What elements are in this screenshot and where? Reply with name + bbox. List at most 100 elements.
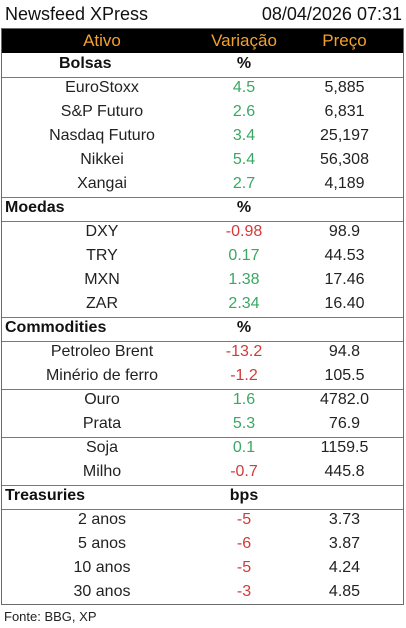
- table-row: TRY 0.17 44.53: [2, 245, 403, 269]
- asset-change: 2.6: [232, 103, 256, 120]
- table-row: Prata 5.3 76.9: [2, 413, 403, 437]
- table-row: Petroleo Brent -13.2 94.8: [2, 341, 403, 365]
- asset-price: 6,831: [324, 103, 365, 120]
- table-row: S&P Futuro 2.6 6,831: [2, 101, 403, 125]
- asset-price: 44.53: [324, 247, 365, 264]
- asset-change: -0.7: [230, 463, 258, 480]
- column-header-ativo: Ativo: [83, 31, 121, 50]
- asset-name: Milho: [82, 463, 122, 480]
- asset-change: 5.4: [232, 151, 256, 168]
- asset-name: 2 anos: [77, 511, 127, 528]
- asset-price: 4782.0: [320, 391, 369, 408]
- asset-change: -5: [236, 511, 252, 528]
- asset-name: 30 anos: [73, 583, 131, 600]
- section-label: Bolsas: [59, 55, 112, 72]
- asset-name: MXN: [84, 271, 120, 288]
- asset-change: -3: [236, 583, 252, 600]
- divider: [2, 509, 403, 510]
- asset-name: 5 anos: [77, 535, 127, 552]
- asset-price: 4,189: [324, 175, 365, 192]
- divider: [2, 485, 403, 486]
- section-unit: %: [236, 55, 252, 72]
- asset-price: 94.8: [328, 343, 361, 360]
- asset-change: 1.6: [232, 391, 256, 408]
- asset-change: -0.98: [225, 223, 263, 240]
- divider: [2, 197, 403, 198]
- source-footnote: Fonte: BBG, XP: [4, 609, 97, 624]
- title-bar: Newsfeed XPress 08/04/2026 07:31: [0, 0, 406, 28]
- asset-change: -5: [236, 559, 252, 576]
- page-title: Newsfeed XPress: [5, 4, 149, 24]
- asset-name: TRY: [86, 247, 118, 264]
- asset-price: 3.73: [328, 511, 361, 528]
- asset-price: 4.24: [328, 559, 361, 576]
- asset-change: 4.5: [232, 79, 256, 96]
- table-row: EuroStoxx 4.5 5,885: [2, 77, 403, 101]
- asset-name: Nasdaq Futuro: [49, 127, 155, 144]
- asset-change: 5.3: [232, 415, 256, 432]
- timestamp: 08/04/2026 07:31: [261, 4, 402, 24]
- section-unit: bps: [229, 487, 259, 504]
- table-row: Xangai 2.7 4,189: [2, 173, 403, 197]
- asset-price: 445.8: [324, 463, 365, 480]
- asset-name: Prata: [82, 415, 122, 432]
- asset-price: 1159.5: [320, 439, 369, 456]
- table-row: ZAR 2.34 16.40: [2, 293, 403, 317]
- column-header-preco: Preço: [322, 31, 367, 50]
- asset-name: Xangai: [77, 175, 127, 192]
- table-row: Nikkei 5.4 56,308: [2, 149, 403, 173]
- table-row: 30 anos -3 4.85: [2, 581, 403, 605]
- divider: [2, 437, 403, 438]
- asset-name: Soja: [85, 439, 119, 456]
- market-table: Ativo Variação Preço Bolsas % EuroStoxx …: [1, 28, 404, 605]
- asset-price: 16.40: [324, 295, 365, 312]
- table-row: 10 anos -5 4.24: [2, 557, 403, 581]
- section-unit: %: [236, 199, 252, 216]
- asset-change: -13.2: [225, 343, 263, 360]
- table-row: Milho -0.7 445.8: [2, 461, 403, 485]
- asset-price: 76.9: [328, 415, 361, 432]
- asset-name: DXY: [85, 223, 119, 240]
- asset-price: 17.46: [324, 271, 365, 288]
- section-header-moedas: Moedas %: [2, 197, 403, 221]
- asset-name: EuroStoxx: [65, 79, 139, 96]
- section-label: Treasuries: [5, 487, 86, 504]
- table-row: Minério de ferro -1.2 105.5: [2, 365, 403, 389]
- asset-name: Minério de ferro: [45, 367, 159, 384]
- asset-price: 98.9: [328, 223, 361, 240]
- section-header-treasuries: Treasuries bps: [2, 485, 403, 509]
- divider: [2, 341, 403, 342]
- asset-change: 0.1: [232, 439, 256, 456]
- section-header-bolsas: Bolsas %: [2, 53, 403, 77]
- table-row: DXY -0.98 98.9: [2, 221, 403, 245]
- table-row: MXN 1.38 17.46: [2, 269, 403, 293]
- asset-name: S&P Futuro: [60, 103, 144, 120]
- divider: [2, 221, 403, 222]
- asset-price: 5,885: [324, 79, 365, 96]
- asset-change: 0.17: [228, 247, 260, 264]
- table-row: Soja 0.1 1159.5: [2, 437, 403, 461]
- section-label: Moedas: [5, 199, 65, 216]
- asset-price: 3.87: [328, 535, 361, 552]
- section-label: Commodities: [5, 319, 107, 336]
- table-row: Ouro 1.6 4782.0: [2, 389, 403, 413]
- asset-change: -1.2: [230, 367, 258, 384]
- asset-change: -6: [236, 535, 252, 552]
- divider: [2, 317, 403, 318]
- asset-change: 3.4: [232, 127, 256, 144]
- asset-price: 25,197: [320, 127, 369, 144]
- section-unit: %: [236, 319, 252, 336]
- asset-name: Ouro: [84, 391, 120, 408]
- section-header-commodities: Commodities %: [2, 317, 403, 341]
- asset-name: ZAR: [86, 295, 118, 312]
- asset-name: 10 anos: [73, 559, 131, 576]
- asset-change: 1.38: [228, 271, 260, 288]
- asset-name: Petroleo Brent: [50, 343, 154, 360]
- asset-price: 4.85: [328, 583, 361, 600]
- asset-price: 105.5: [324, 367, 365, 384]
- divider: [2, 77, 403, 78]
- asset-name: Nikkei: [80, 151, 124, 168]
- table-row: 5 anos -6 3.87: [2, 533, 403, 557]
- asset-price: 56,308: [320, 151, 369, 168]
- divider: [2, 389, 403, 390]
